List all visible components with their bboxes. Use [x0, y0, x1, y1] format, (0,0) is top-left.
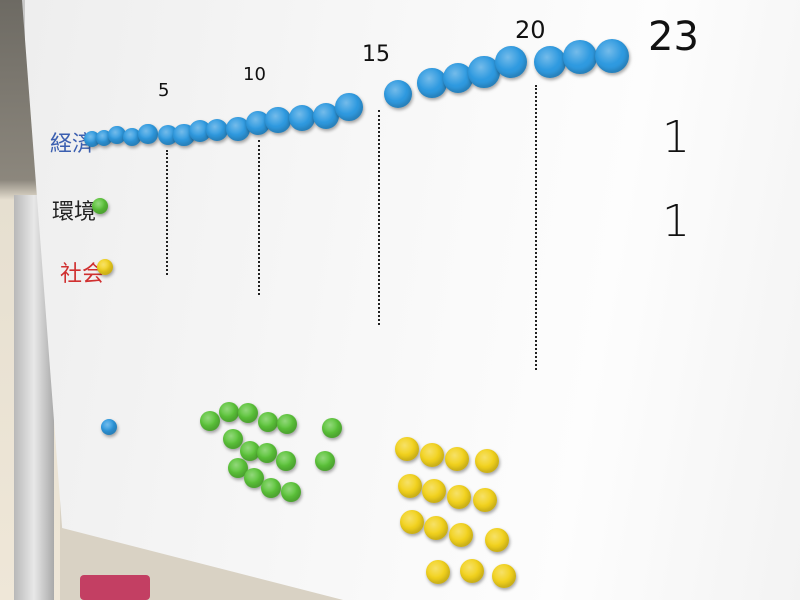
whiteboard — [22, 0, 800, 600]
yellow-magnet[interactable] — [97, 259, 113, 275]
blue-magnet[interactable] — [533, 45, 567, 79]
blue-magnet[interactable] — [312, 102, 340, 130]
green-magnet[interactable] — [228, 458, 248, 478]
yellow-magnet[interactable] — [445, 447, 469, 471]
green-magnet[interactable] — [315, 451, 335, 471]
yellow-magnet[interactable] — [400, 510, 424, 534]
yellow-magnet[interactable] — [473, 488, 497, 512]
scale-mark-10: 10 — [243, 64, 266, 85]
yellow-magnet[interactable] — [460, 559, 484, 583]
dotted-line-5 — [166, 150, 168, 275]
green-magnet[interactable] — [244, 468, 264, 488]
blue-magnet[interactable] — [226, 117, 250, 141]
marker-tray — [80, 575, 150, 600]
dotted-line-10 — [258, 140, 260, 295]
blue-magnet[interactable] — [594, 38, 630, 74]
yellow-magnet[interactable] — [447, 485, 471, 509]
yellow-magnet[interactable] — [475, 449, 499, 473]
green-magnet[interactable] — [240, 441, 260, 461]
green-magnet[interactable] — [200, 411, 220, 431]
label-environment: 環境 — [52, 200, 97, 225]
blue-magnet[interactable] — [189, 120, 211, 142]
blue-magnet[interactable] — [205, 118, 229, 142]
green-magnet[interactable] — [281, 482, 301, 502]
green-magnet[interactable] — [277, 414, 297, 434]
blue-magnet[interactable] — [101, 419, 117, 435]
yellow-magnet[interactable] — [449, 523, 473, 547]
green-magnet[interactable] — [261, 478, 281, 498]
yellow-magnet[interactable] — [420, 443, 444, 467]
green-magnet[interactable] — [276, 451, 296, 471]
blue-magnet[interactable] — [138, 124, 158, 144]
green-magnet[interactable] — [92, 198, 108, 214]
green-magnet[interactable] — [223, 429, 243, 449]
blue-magnet[interactable] — [335, 93, 363, 121]
yellow-magnet[interactable] — [422, 479, 446, 503]
count-economy: 23 — [648, 14, 699, 60]
blue-magnet[interactable] — [122, 127, 142, 147]
scale-mark-15: 15 — [362, 42, 390, 67]
blue-magnet[interactable] — [157, 124, 179, 146]
blue-magnet[interactable] — [442, 62, 474, 94]
tally-society: 1 — [662, 196, 690, 247]
yellow-magnet[interactable] — [426, 560, 450, 584]
yellow-magnet[interactable] — [485, 528, 509, 552]
scale-mark-20: 20 — [515, 16, 546, 44]
dotted-line-20 — [535, 85, 537, 370]
yellow-magnet[interactable] — [492, 564, 516, 588]
yellow-magnet[interactable] — [398, 474, 422, 498]
green-magnet[interactable] — [258, 412, 278, 432]
label-society: 社会 — [60, 262, 105, 287]
blue-magnet[interactable] — [383, 79, 413, 109]
green-magnet[interactable] — [257, 443, 277, 463]
scale-mark-5: 5 — [158, 80, 170, 101]
green-magnet[interactable] — [322, 418, 342, 438]
yellow-magnet[interactable] — [395, 437, 419, 461]
dotted-line-15 — [378, 110, 380, 325]
blue-magnet[interactable] — [288, 104, 316, 132]
blue-magnet[interactable] — [495, 46, 527, 78]
yellow-magnet[interactable] — [424, 516, 448, 540]
blue-magnet[interactable] — [468, 56, 500, 88]
blue-magnet[interactable] — [563, 40, 597, 74]
blue-magnet[interactable] — [417, 68, 447, 98]
blue-magnet[interactable] — [108, 126, 126, 144]
tally-environment: 1 — [662, 112, 690, 163]
green-magnet[interactable] — [219, 402, 239, 422]
green-magnet[interactable] — [238, 403, 258, 423]
blue-magnet[interactable] — [265, 107, 291, 133]
